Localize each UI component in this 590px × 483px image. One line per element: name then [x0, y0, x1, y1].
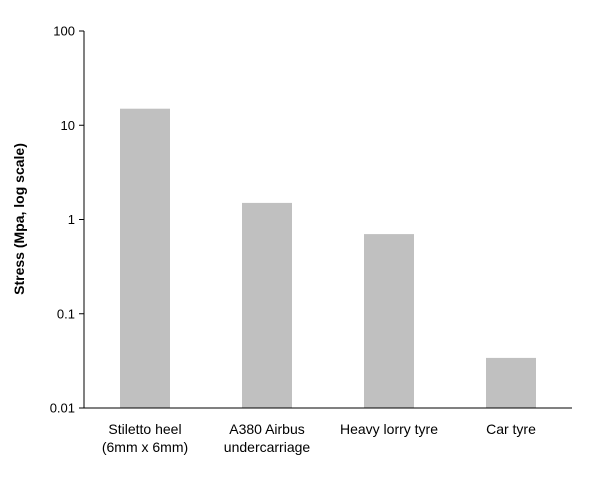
y-tick-label-2: 1 [68, 212, 75, 227]
y-tick-label-0: 100 [53, 24, 75, 39]
y-tick-label-3: 0.1 [57, 306, 75, 321]
bar-3 [486, 357, 536, 408]
x-category-label-3: Car tyre [486, 421, 536, 437]
x-category-label-0: Stiletto heel (6mm x 6mm) [102, 421, 188, 455]
x-category-label-1: A380 Airbus undercarriage [224, 421, 311, 455]
y-axis-title: Stress (Mpa, log scale) [11, 143, 27, 295]
x-category-label-2: Heavy lorry tyre [340, 421, 438, 437]
bar-2 [364, 234, 414, 408]
bar-0 [120, 108, 170, 408]
y-tick-label-1: 10 [61, 118, 75, 133]
bar-1 [242, 202, 292, 408]
y-tick-label-4: 0.01 [50, 401, 75, 416]
